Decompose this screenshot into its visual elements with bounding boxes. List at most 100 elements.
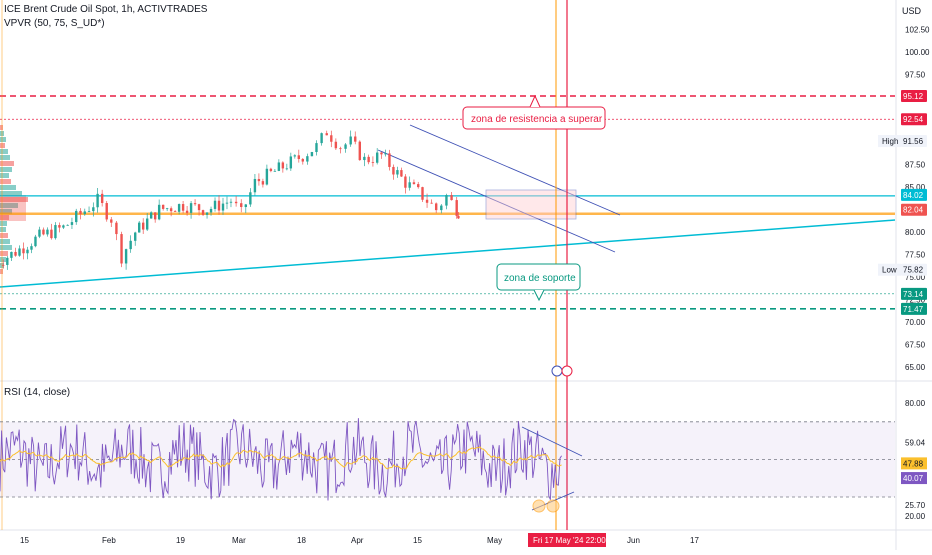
crosshair-time-label: Fri 17 May '24 22:00 [533,536,606,545]
candle-body [210,209,212,212]
time-tick-label: 19 [176,536,185,545]
candle-body [14,252,16,256]
candle-body [344,144,346,148]
candle-body [66,225,68,226]
price-label-value: 84.02 [903,191,924,200]
volume-bar [0,137,6,142]
resistance-callout-text: zona de resistencia a superar [471,114,603,125]
event-flag-icon [552,366,562,376]
candle-body [330,135,332,141]
time-tick-label: Jun [627,536,640,545]
candle-body [258,179,260,181]
candle-body [115,223,117,234]
candle-body [400,170,402,176]
price-tick-label: 70.00 [905,318,926,327]
price-label-value: 71.47 [903,305,924,314]
volume-bar [0,251,8,256]
candle-body [426,200,428,203]
time-tick-label: 15 [413,536,422,545]
rsi-divergence-marker [547,500,559,512]
candle-body [388,153,390,167]
candle-body [142,223,144,230]
candle-body [26,250,28,254]
rsi-pane [0,418,895,512]
candle-body [372,162,374,163]
candle-body [450,195,452,200]
candle-body [190,203,192,213]
candle-body [101,194,103,203]
candle-body [294,155,296,156]
volume-bar [0,143,5,148]
candle-body [456,200,458,216]
candle-body [306,156,308,161]
candle-body [440,206,442,211]
candle-body [54,225,56,238]
candle-body [125,249,127,263]
indicator-label[interactable]: VPVR (50, 75, S_UD*) [4,18,105,29]
candle-body [430,203,432,204]
candle-body [62,225,64,227]
price-label-value: 91.56 [903,137,924,146]
time-tick-label: Apr [351,536,364,545]
candle-body [42,230,44,235]
candle-body [298,155,300,159]
time-tick-label: 15 [20,536,29,545]
volume-bar [0,173,9,178]
candle-body [320,133,322,143]
candle-body [38,230,40,237]
candle-body [30,246,32,250]
price-label-value: 82.04 [903,206,924,215]
candle-body [10,252,12,258]
price-label-value: 92.54 [903,115,924,124]
price-tick-label: 65.00 [905,363,926,372]
candle-body [408,182,410,187]
ascending-trendline [0,220,895,287]
price-label-prefix: Low [882,266,897,275]
price-tick-label: 97.50 [905,71,926,80]
candle-body [396,170,398,174]
time-tick-label: May [487,536,502,545]
candle-body [266,169,268,185]
candle-body [150,212,152,218]
candle-body [71,222,73,225]
time-tick-label: Feb [102,536,116,545]
candle-body [214,201,216,209]
candle-body [413,182,415,184]
time-tick-label: 17 [690,536,699,545]
price-label-prefix: High [882,137,898,146]
candle-body [158,205,160,220]
candle-body [194,203,196,204]
support-callout-pointer [534,290,544,300]
candle-body [286,168,288,169]
candle-body [218,201,220,211]
candle-body [311,152,313,156]
event-flag-icon [562,366,572,376]
rsi-tick-label: 59.04 [905,438,926,447]
resistance-callout-pointer [530,96,540,107]
candle-body [282,162,284,168]
candle-body [457,216,459,218]
candle-body [376,153,378,163]
currency-label[interactable]: USD [902,6,921,16]
candle-body [202,210,204,215]
volume-bar [0,227,6,232]
candle-body [335,142,337,149]
volume-bar [0,125,3,130]
candle-body [50,230,52,238]
candle-body [421,187,423,200]
candle-body [349,137,351,145]
candle-body [262,181,264,184]
price-tick-label: 80.00 [905,228,926,237]
time-tick-label: Mar [232,536,246,545]
candle-body [110,219,112,222]
candle-body [18,248,20,255]
candle-body [178,204,180,212]
volume-bar [0,269,3,274]
candle-body [226,203,228,204]
rsi-title[interactable]: RSI (14, close) [4,387,70,398]
candle-body [392,167,394,175]
rsi-tick-label: 25.70 [905,501,926,510]
candle-body [170,208,172,211]
